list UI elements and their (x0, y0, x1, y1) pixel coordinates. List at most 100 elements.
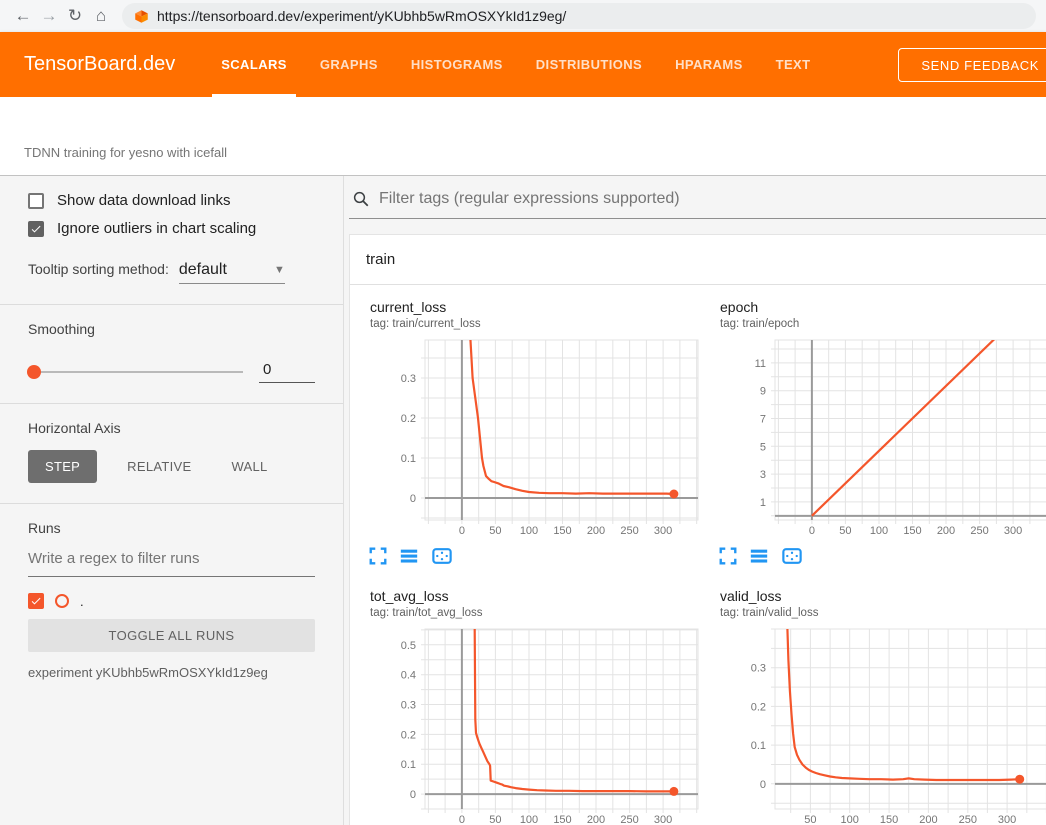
svg-text:0: 0 (809, 525, 815, 537)
run-checkbox[interactable] (28, 593, 44, 609)
tooltip-sorting-value: default (179, 261, 227, 279)
filter-tags-placeholder: Filter tags (regular expressions support… (379, 190, 680, 208)
svg-text:1: 1 (760, 497, 766, 509)
chart-title: current_loss (370, 299, 700, 316)
svg-text:300: 300 (1004, 525, 1022, 537)
smoothing-value-input[interactable]: 0 (259, 361, 315, 383)
check-icon (30, 223, 42, 235)
tab-hparams[interactable]: HPARAMS (675, 32, 743, 97)
smoothing-slider[interactable] (28, 371, 243, 373)
svg-text:11: 11 (755, 358, 766, 370)
home-icon[interactable]: ⌂ (88, 3, 114, 29)
smoothing-label: Smoothing (28, 321, 315, 337)
data-table-icon[interactable] (398, 546, 420, 566)
experiment-title: TDNN training for yesno with icefall (24, 145, 227, 160)
fit-domain-icon[interactable] (430, 546, 454, 566)
run-color-circle-icon[interactable] (55, 594, 69, 608)
svg-text:50: 50 (489, 814, 501, 825)
tooltip-sorting-label: Tooltip sorting method: (28, 261, 169, 277)
svg-text:100: 100 (520, 814, 538, 825)
smoothing-slider-thumb[interactable] (27, 365, 41, 379)
run-list-item[interactable]: . (28, 593, 315, 609)
chart-card-epoch: epoch tag: train/epoch 05010015020025030… (700, 285, 1046, 574)
svg-text:5: 5 (760, 441, 766, 453)
train-section-card: train current_loss tag: train/current_lo… (349, 234, 1046, 825)
svg-text:0.2: 0.2 (401, 413, 416, 425)
fit-domain-icon[interactable] (780, 546, 804, 566)
send-feedback-button[interactable]: SEND FEEDBACK (898, 48, 1046, 82)
chevron-down-icon: ▼ (274, 264, 285, 276)
train-section-header[interactable]: train (350, 235, 1046, 285)
svg-text:0.3: 0.3 (401, 700, 416, 712)
svg-text:250: 250 (959, 814, 977, 825)
svg-text:0.4: 0.4 (401, 670, 416, 682)
svg-text:300: 300 (654, 814, 672, 825)
settings-sidebar: Show data download links Ignore outliers… (0, 176, 344, 825)
tooltip-sorting-dropdown[interactable]: default ▼ (179, 261, 285, 284)
fullscreen-icon[interactable] (368, 546, 388, 566)
tab-scalars[interactable]: SCALARS (221, 32, 287, 97)
address-bar[interactable]: https://tensorboard.dev/experiment/yKUbh… (122, 3, 1036, 29)
svg-text:0: 0 (410, 789, 416, 801)
svg-text:250: 250 (970, 525, 988, 537)
svg-text:300: 300 (998, 814, 1016, 825)
forward-arrow-icon[interactable]: → (36, 3, 62, 29)
runs-section: Runs Write a regex to filter runs . TOGG… (0, 503, 343, 700)
horizontal-axis-label: Horizontal Axis (28, 420, 315, 436)
runs-label: Runs (28, 520, 315, 536)
svg-text:0: 0 (410, 493, 416, 505)
search-icon (352, 190, 370, 208)
toggle-all-runs-button[interactable]: TOGGLE ALL RUNS (28, 619, 315, 652)
charts-grid: current_loss tag: train/current_loss 050… (350, 285, 1046, 825)
line-chart-tot-avg-loss[interactable]: 05010015020025030000.10.20.30.40.5 (350, 626, 700, 825)
tensorboard-favicon-icon (134, 9, 149, 24)
line-chart-valid-loss[interactable]: 5010015020025030000.10.20.3 (700, 626, 1046, 825)
filter-tags-input[interactable]: Filter tags (regular expressions support… (349, 188, 1046, 219)
svg-text:0.5: 0.5 (401, 640, 416, 652)
svg-text:0.1: 0.1 (751, 740, 766, 752)
svg-text:50: 50 (839, 525, 851, 537)
horizontal-axis-section: Horizontal Axis STEP RELATIVE WALL (0, 403, 343, 503)
svg-text:7: 7 (760, 414, 766, 426)
line-chart-current-loss[interactable]: 05010015020025030000.10.20.3 (350, 337, 700, 542)
svg-text:0.3: 0.3 (751, 663, 766, 675)
svg-text:3: 3 (760, 469, 766, 481)
chart-title: epoch (720, 299, 1046, 316)
ignore-outliers-checkbox[interactable] (28, 221, 44, 237)
ignore-outliers-label: Ignore outliers in chart scaling (57, 220, 256, 237)
fullscreen-icon[interactable] (718, 546, 738, 566)
svg-text:100: 100 (870, 525, 888, 537)
smoothing-section: Smoothing 0 (0, 304, 343, 403)
svg-text:0.3: 0.3 (401, 373, 416, 385)
data-table-icon[interactable] (748, 546, 770, 566)
main-panel: Filter tags (regular expressions support… (344, 176, 1046, 825)
browser-toolbar: ← → ↻ ⌂ https://tensorboard.dev/experime… (0, 0, 1046, 32)
svg-text:0.2: 0.2 (751, 701, 766, 713)
back-arrow-icon[interactable]: ← (10, 3, 36, 29)
chart-card-current-loss: current_loss tag: train/current_loss 050… (350, 285, 700, 574)
chart-card-tot-avg-loss: tot_avg_loss tag: train/tot_avg_loss 050… (350, 574, 700, 825)
experiment-header: TDNN training for yesno with icefall (0, 97, 1046, 175)
svg-text:100: 100 (520, 525, 538, 537)
svg-text:300: 300 (654, 525, 672, 537)
reload-icon[interactable]: ↻ (62, 3, 88, 29)
svg-text:50: 50 (804, 814, 816, 825)
axis-step-button[interactable]: STEP (28, 450, 97, 483)
chart-title: tot_avg_loss (370, 588, 700, 605)
show-download-links-checkbox[interactable] (28, 193, 44, 209)
axis-wall-button[interactable]: WALL (221, 450, 277, 483)
axis-relative-button[interactable]: RELATIVE (117, 450, 201, 483)
tab-text[interactable]: TEXT (776, 32, 811, 97)
svg-text:150: 150 (903, 525, 921, 537)
tab-graphs[interactable]: GRAPHS (320, 32, 378, 97)
runs-regex-input[interactable]: Write a regex to filter runs (28, 550, 315, 577)
line-chart-epoch[interactable]: 0501001502002503001357911 (700, 337, 1046, 542)
svg-text:250: 250 (620, 814, 638, 825)
tab-distributions[interactable]: DISTRIBUTIONS (536, 32, 642, 97)
experiment-id: experiment yKUbhb5wRmOSXYkId1z9eg (28, 665, 315, 680)
svg-text:0: 0 (760, 779, 766, 791)
chart-tag: tag: train/current_loss (370, 317, 700, 332)
svg-text:150: 150 (880, 814, 898, 825)
svg-text:0: 0 (459, 814, 465, 825)
tab-histograms[interactable]: HISTOGRAMS (411, 32, 503, 97)
